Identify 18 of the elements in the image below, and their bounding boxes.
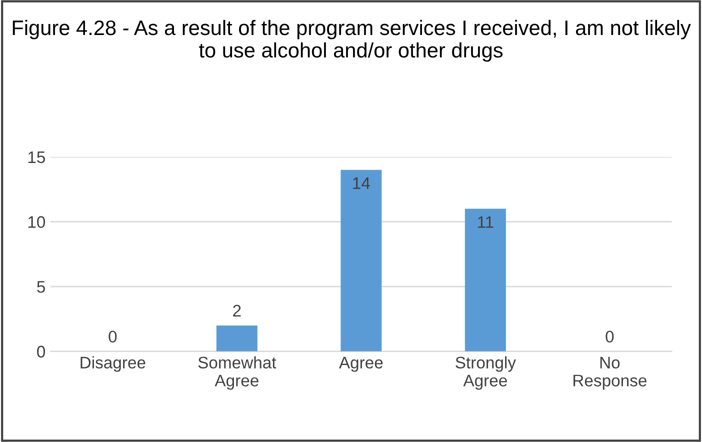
data-label: 14 bbox=[353, 177, 370, 189]
x-tick-label: Strongly Agree bbox=[456, 356, 516, 390]
y-tick-label: 0 bbox=[37, 346, 46, 358]
y-tick-label: 15 bbox=[28, 151, 45, 164]
data-label: 0 bbox=[606, 330, 614, 343]
data-label: 11 bbox=[478, 216, 494, 228]
x-tick-label: Somewhat Agree bbox=[198, 356, 276, 390]
y-tick-label: 10 bbox=[28, 216, 46, 228]
data-label: 0 bbox=[108, 330, 117, 343]
chart-title: Figure 4.28 - As a result of the program services I received, I am not likely to use alcohol and/or other drugs bbox=[12, 20, 691, 62]
bar bbox=[340, 170, 382, 352]
data-label: 2 bbox=[233, 304, 241, 316]
bar bbox=[216, 325, 258, 352]
bar bbox=[464, 208, 506, 352]
x-tick-label: Agree bbox=[338, 356, 383, 372]
x-tick-label: Disagree bbox=[80, 356, 146, 372]
x-tick-label: No Response bbox=[574, 356, 646, 390]
y-tick-label: 5 bbox=[37, 281, 45, 293]
